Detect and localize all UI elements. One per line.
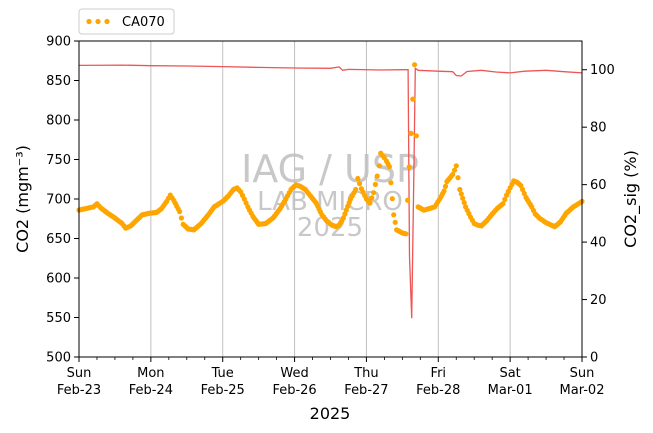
- co2-point: [410, 96, 416, 102]
- x-tick-label-day: Thu: [353, 366, 378, 381]
- co2-point: [386, 164, 392, 170]
- y-tick-label: 500: [46, 351, 71, 366]
- legend-swatch: [86, 18, 110, 25]
- co2-point: [521, 190, 527, 197]
- co2-sig-line: [78, 64, 583, 319]
- co2-point: [518, 183, 524, 189]
- co2-point: [389, 196, 395, 202]
- x-tick-label-day: Tue: [211, 366, 234, 381]
- co2-point: [457, 186, 463, 193]
- legend-box: [78, 8, 175, 35]
- co2-point: [376, 163, 382, 169]
- legend-marker: [95, 18, 101, 25]
- x-tick-label-day: Mon: [137, 366, 164, 381]
- legend-marker: [104, 18, 110, 25]
- co2-point: [374, 173, 380, 179]
- x-tick-label-day: Sat: [499, 366, 520, 381]
- y2-tick-label: 0: [590, 351, 598, 366]
- axes: Sun Feb-23 Mon Feb-24 Tue Feb-25 Wed Feb-26 Thu F…: [46, 35, 615, 399]
- co2-point: [502, 196, 508, 202]
- x-tick-label-day: Wed: [280, 366, 308, 381]
- y-tick-label: 750: [46, 153, 71, 168]
- co2-point: [178, 215, 184, 221]
- x-tick-label-day: Fri: [431, 366, 447, 381]
- x-tick-label-date: Mar-02: [560, 383, 605, 398]
- legend-label: CA070: [122, 15, 165, 30]
- co2-point: [500, 201, 506, 207]
- y-tick-label: 700: [46, 193, 71, 208]
- grid-lines: [150, 41, 511, 357]
- co2-point: [442, 183, 449, 189]
- co2-point: [371, 190, 377, 196]
- co2-point: [388, 180, 394, 186]
- co2-point: [353, 186, 359, 193]
- co2-point: [461, 200, 467, 206]
- co2-point: [450, 171, 456, 178]
- y2-tick-label: 20: [590, 293, 607, 308]
- co2-point: [406, 164, 412, 170]
- co2-point: [412, 62, 418, 68]
- x-axis-title: 2025: [310, 404, 351, 423]
- y2-tick-label: 60: [590, 178, 607, 193]
- co2-point: [177, 209, 183, 215]
- x-tick-label-date: Feb-25: [201, 383, 245, 398]
- co2-point: [357, 181, 363, 187]
- co2-point: [355, 175, 361, 182]
- legend-marker: [86, 18, 92, 25]
- x-tick-label-day: Sun: [570, 366, 595, 381]
- co2-point: [342, 211, 348, 217]
- y2-tick-label: 100: [590, 63, 615, 78]
- co2-point: [241, 196, 247, 202]
- co2-point: [455, 175, 461, 181]
- co2-series: [76, 62, 585, 237]
- co2-point: [372, 181, 378, 187]
- y2-axis-title: CO2_sig (%): [621, 150, 641, 248]
- x-tick-label-day: Sun: [67, 366, 92, 381]
- co2-point: [392, 219, 398, 225]
- co2-point: [391, 212, 397, 218]
- x-tick-label-date: Feb-26: [272, 383, 316, 398]
- y-tick-label: 900: [46, 35, 71, 50]
- x-tick-label-date: Mar-01: [488, 383, 533, 398]
- watermark: IAG / USP LAB MICRO 2025: [241, 147, 419, 243]
- co2-point: [243, 200, 249, 206]
- co2-point: [403, 231, 409, 237]
- co2-point: [367, 200, 373, 206]
- co2-point: [369, 195, 375, 201]
- x-tick-label-date: Feb-28: [416, 383, 460, 398]
- y2-tick-label: 80: [590, 121, 607, 136]
- y-axis-title: CO2 (mgm⁻³): [13, 145, 32, 253]
- y-tick-label: 550: [46, 311, 71, 326]
- co2-point: [441, 188, 447, 194]
- y-tick-label: 650: [46, 232, 71, 247]
- y-tick-label: 850: [46, 74, 71, 89]
- co2-point: [453, 163, 459, 169]
- y-tick-label: 600: [46, 272, 71, 287]
- x-tick-label-date: Feb-24: [129, 383, 173, 398]
- co2-sig-series: [78, 64, 583, 319]
- x-tick-label-date: Feb-27: [344, 383, 388, 398]
- watermark-line-3: 2025: [297, 213, 363, 243]
- co2-point: [413, 133, 419, 139]
- co2-point: [340, 215, 346, 221]
- y-tick-label: 800: [46, 114, 71, 129]
- y2-tick-label: 40: [590, 236, 607, 251]
- co2-point: [451, 167, 458, 173]
- legend: CA070: [78, 8, 175, 35]
- x-tick-label-date: Feb-23: [57, 383, 101, 398]
- co2-point: [458, 191, 464, 197]
- co2-point: [408, 130, 414, 136]
- co2-point: [460, 195, 466, 201]
- co2-point: [520, 186, 526, 193]
- co2-point: [405, 197, 411, 203]
